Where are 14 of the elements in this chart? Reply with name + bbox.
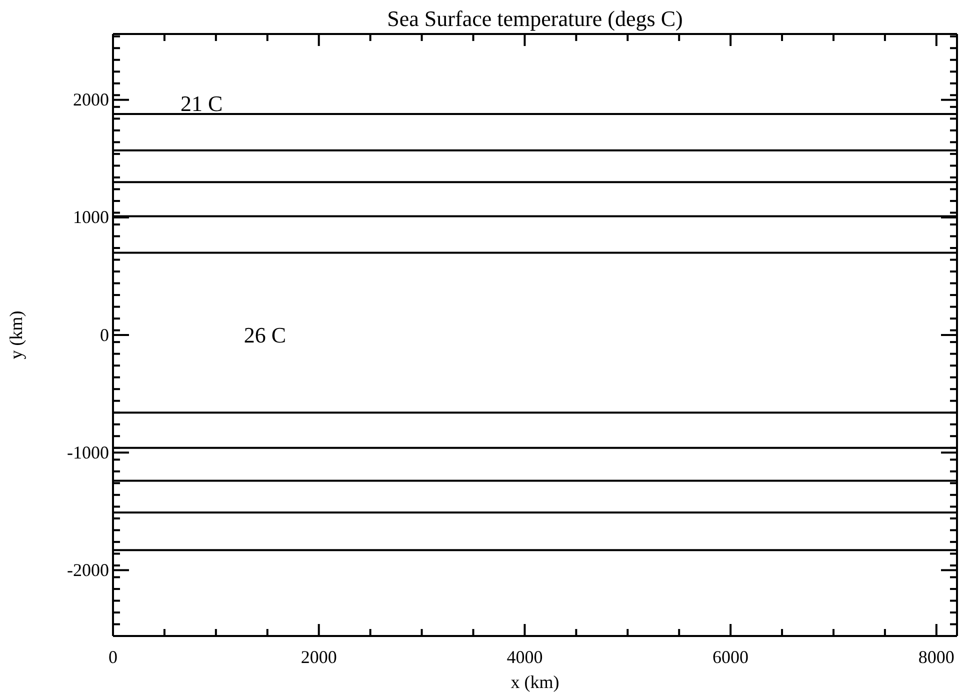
y-tick-label: 1000 [73, 207, 109, 228]
y-tick-label: -2000 [67, 560, 109, 580]
x-axis-title: x (km) [510, 672, 560, 692]
y-tick-label: 0 [100, 324, 109, 345]
x-tick-label: 4000 [506, 646, 543, 667]
x-tick-label: 6000 [712, 646, 749, 667]
x-tick-label: 8000 [918, 646, 954, 667]
chart-title: Sea Surface temperature (degs C) [387, 6, 683, 31]
y-tick-label: -1000 [67, 442, 109, 462]
annotation: 26 C [244, 322, 286, 348]
y-tick-label: 2000 [73, 90, 109, 110]
y-axis-title: y (km) [6, 310, 26, 360]
annotation: 21 C [180, 90, 223, 116]
x-tick-label: 2000 [300, 646, 337, 667]
